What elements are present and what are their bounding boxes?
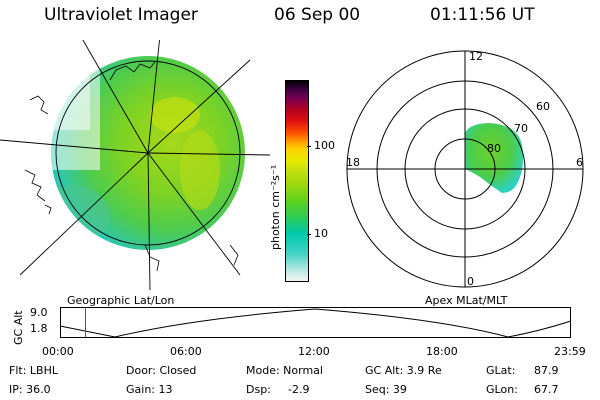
mlt-label-0: 0	[467, 275, 474, 288]
altitude-tick-9: 9.0	[30, 306, 48, 319]
glon-label: GLon:	[486, 383, 518, 396]
glon-value: 67.7	[534, 383, 559, 396]
mode-info: Mode: Normal	[246, 364, 323, 377]
dsp-value: -2.9	[288, 383, 310, 396]
colorbar-tick-10	[307, 234, 311, 235]
time-tick-1800: 18:00	[426, 345, 458, 358]
altitude-curve	[60, 308, 572, 338]
geographic-image-panel	[0, 40, 270, 290]
gain-info: Gain: 13	[126, 383, 173, 396]
glat-value: 87.9	[534, 364, 559, 377]
mlat-label-70: 70	[514, 122, 528, 135]
mlt-label-18: 18	[346, 156, 360, 169]
mlat-label-80: 80	[487, 142, 501, 155]
time-text: 01:11:56 UT	[430, 5, 535, 25]
mlat-label-60: 60	[536, 100, 550, 113]
geographic-panel-label: Geographic Lat/Lon	[67, 294, 175, 307]
lat-lon-grid	[0, 40, 270, 290]
altitude-plot-frame	[60, 307, 571, 338]
mlt-label-12: 12	[469, 50, 483, 63]
auroral-oval-image	[465, 123, 524, 193]
time-tick-0600: 06:00	[170, 345, 202, 358]
glat-label: GLat:	[486, 364, 516, 377]
altitude-plot	[60, 307, 572, 338]
polar-grid	[346, 50, 584, 288]
altitude-axis-label: GC Alt	[12, 310, 25, 345]
time-tick-1200: 12:00	[298, 345, 330, 358]
colorbar-tick-label-10: 10	[314, 227, 328, 240]
seq-info: Seq: 39	[365, 383, 407, 396]
time-tick-2359: 23:59	[554, 345, 586, 358]
polar-mlat-mlt-plot: 12 18 6 0 60 70 80	[346, 50, 584, 288]
uv-emission-disk	[51, 56, 245, 250]
date-text: 06 Sep 00	[274, 5, 361, 25]
filter-info: Flt: LBHL	[9, 364, 58, 377]
mlt-label-6: 6	[576, 156, 583, 169]
altitude-tick-1-8: 1.8	[30, 322, 48, 335]
colorbar	[285, 80, 309, 282]
gc-alt-info: GC Alt: 3.9 Re	[365, 364, 442, 377]
coastlines	[24, 61, 239, 272]
colorbar-tick-label-100: 100	[314, 139, 335, 152]
dsp-label: Dsp:	[246, 383, 271, 396]
door-info: Door: Closed	[126, 364, 197, 377]
colorbar-unit-label: photon cm⁻²s⁻¹	[269, 164, 282, 250]
colorbar-tick-100	[307, 146, 311, 147]
instrument-title: Ultraviolet Imager	[44, 5, 198, 25]
ip-info: IP: 36.0	[9, 383, 51, 396]
time-tick-0000: 00:00	[42, 345, 74, 358]
apex-panel-label: Apex MLat/MLT	[425, 294, 508, 307]
